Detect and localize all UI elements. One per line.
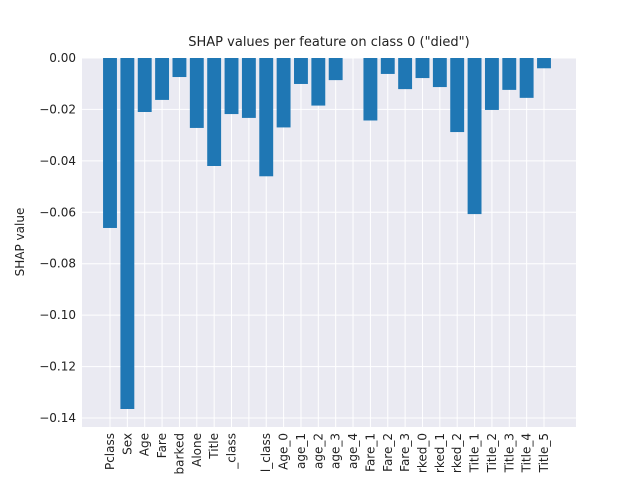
- x-tick-label: l_class: [259, 433, 273, 472]
- bar: [450, 58, 465, 133]
- y-tick-label: −0.04: [39, 154, 76, 168]
- bar: [207, 58, 222, 166]
- y-tick-label: −0.14: [39, 411, 76, 425]
- y-tick-label: −0.10: [39, 308, 76, 322]
- chart-title: SHAP values per feature on class 0 ("die…: [188, 35, 469, 50]
- x-tick-label: Age_0: [277, 433, 291, 470]
- bar: [363, 58, 378, 121]
- bar: [103, 58, 117, 228]
- bar: [294, 58, 308, 84]
- y-tick-label: −0.02: [39, 102, 76, 116]
- x-tick-label: rked_2: [450, 433, 464, 473]
- bar: [276, 58, 291, 128]
- y-tick-label: −0.06: [39, 205, 76, 219]
- x-tick-label: Age: [138, 433, 152, 456]
- x-tick-label: age_2: [311, 433, 325, 469]
- bar: [259, 58, 274, 177]
- x-tick-label: age_4: [346, 433, 360, 469]
- x-tick-label: Fare_3: [398, 433, 412, 472]
- x-tick-label: Alone: [190, 433, 204, 467]
- y-tick-label: −0.08: [39, 257, 76, 271]
- x-tick-label: Pclass: [103, 433, 117, 470]
- x-tick-label: Title_5: [537, 433, 551, 473]
- x-tick-label: Fare_2: [381, 433, 395, 472]
- bar: [398, 58, 413, 90]
- x-tick-label: Title_4: [520, 433, 534, 473]
- bar: [502, 58, 517, 90]
- bar: [432, 58, 447, 88]
- x-tick-label: Title: [207, 433, 221, 460]
- bar: [241, 58, 256, 118]
- x-tick-label: barked: [172, 433, 186, 474]
- bar: [189, 58, 204, 128]
- bar: [311, 58, 326, 106]
- bar: [380, 58, 395, 74]
- x-tick-label: Fare_1: [363, 433, 377, 472]
- bar: [415, 58, 430, 79]
- y-axis-label: SHAP value: [13, 208, 27, 277]
- bar: [537, 58, 551, 69]
- bar: [467, 58, 482, 215]
- bar: [172, 58, 187, 78]
- bar: [484, 58, 499, 110]
- bar: [224, 58, 239, 115]
- y-tick-label: 0.00: [49, 51, 76, 65]
- x-tick-label: Title_3: [502, 433, 516, 473]
- x-tick-label: Sex: [120, 433, 134, 455]
- y-tick-label: −0.12: [39, 360, 76, 374]
- bar: [137, 58, 152, 112]
- x-tick-label: rked_1: [433, 433, 447, 473]
- bar: [155, 58, 170, 100]
- bar: [328, 58, 343, 81]
- bar: [120, 58, 135, 409]
- plot-area: [82, 58, 576, 427]
- x-tick-label: _class: [225, 433, 239, 470]
- x-tick-label: Fare: [155, 433, 169, 458]
- bar: [519, 58, 534, 98]
- x-tick-label: age_3: [329, 433, 343, 469]
- x-tick-label: rked_0: [415, 433, 429, 473]
- x-tick-label: Title_1: [468, 433, 482, 473]
- x-tick-label: Title_2: [485, 433, 499, 473]
- x-tick-label: age_1: [294, 433, 308, 469]
